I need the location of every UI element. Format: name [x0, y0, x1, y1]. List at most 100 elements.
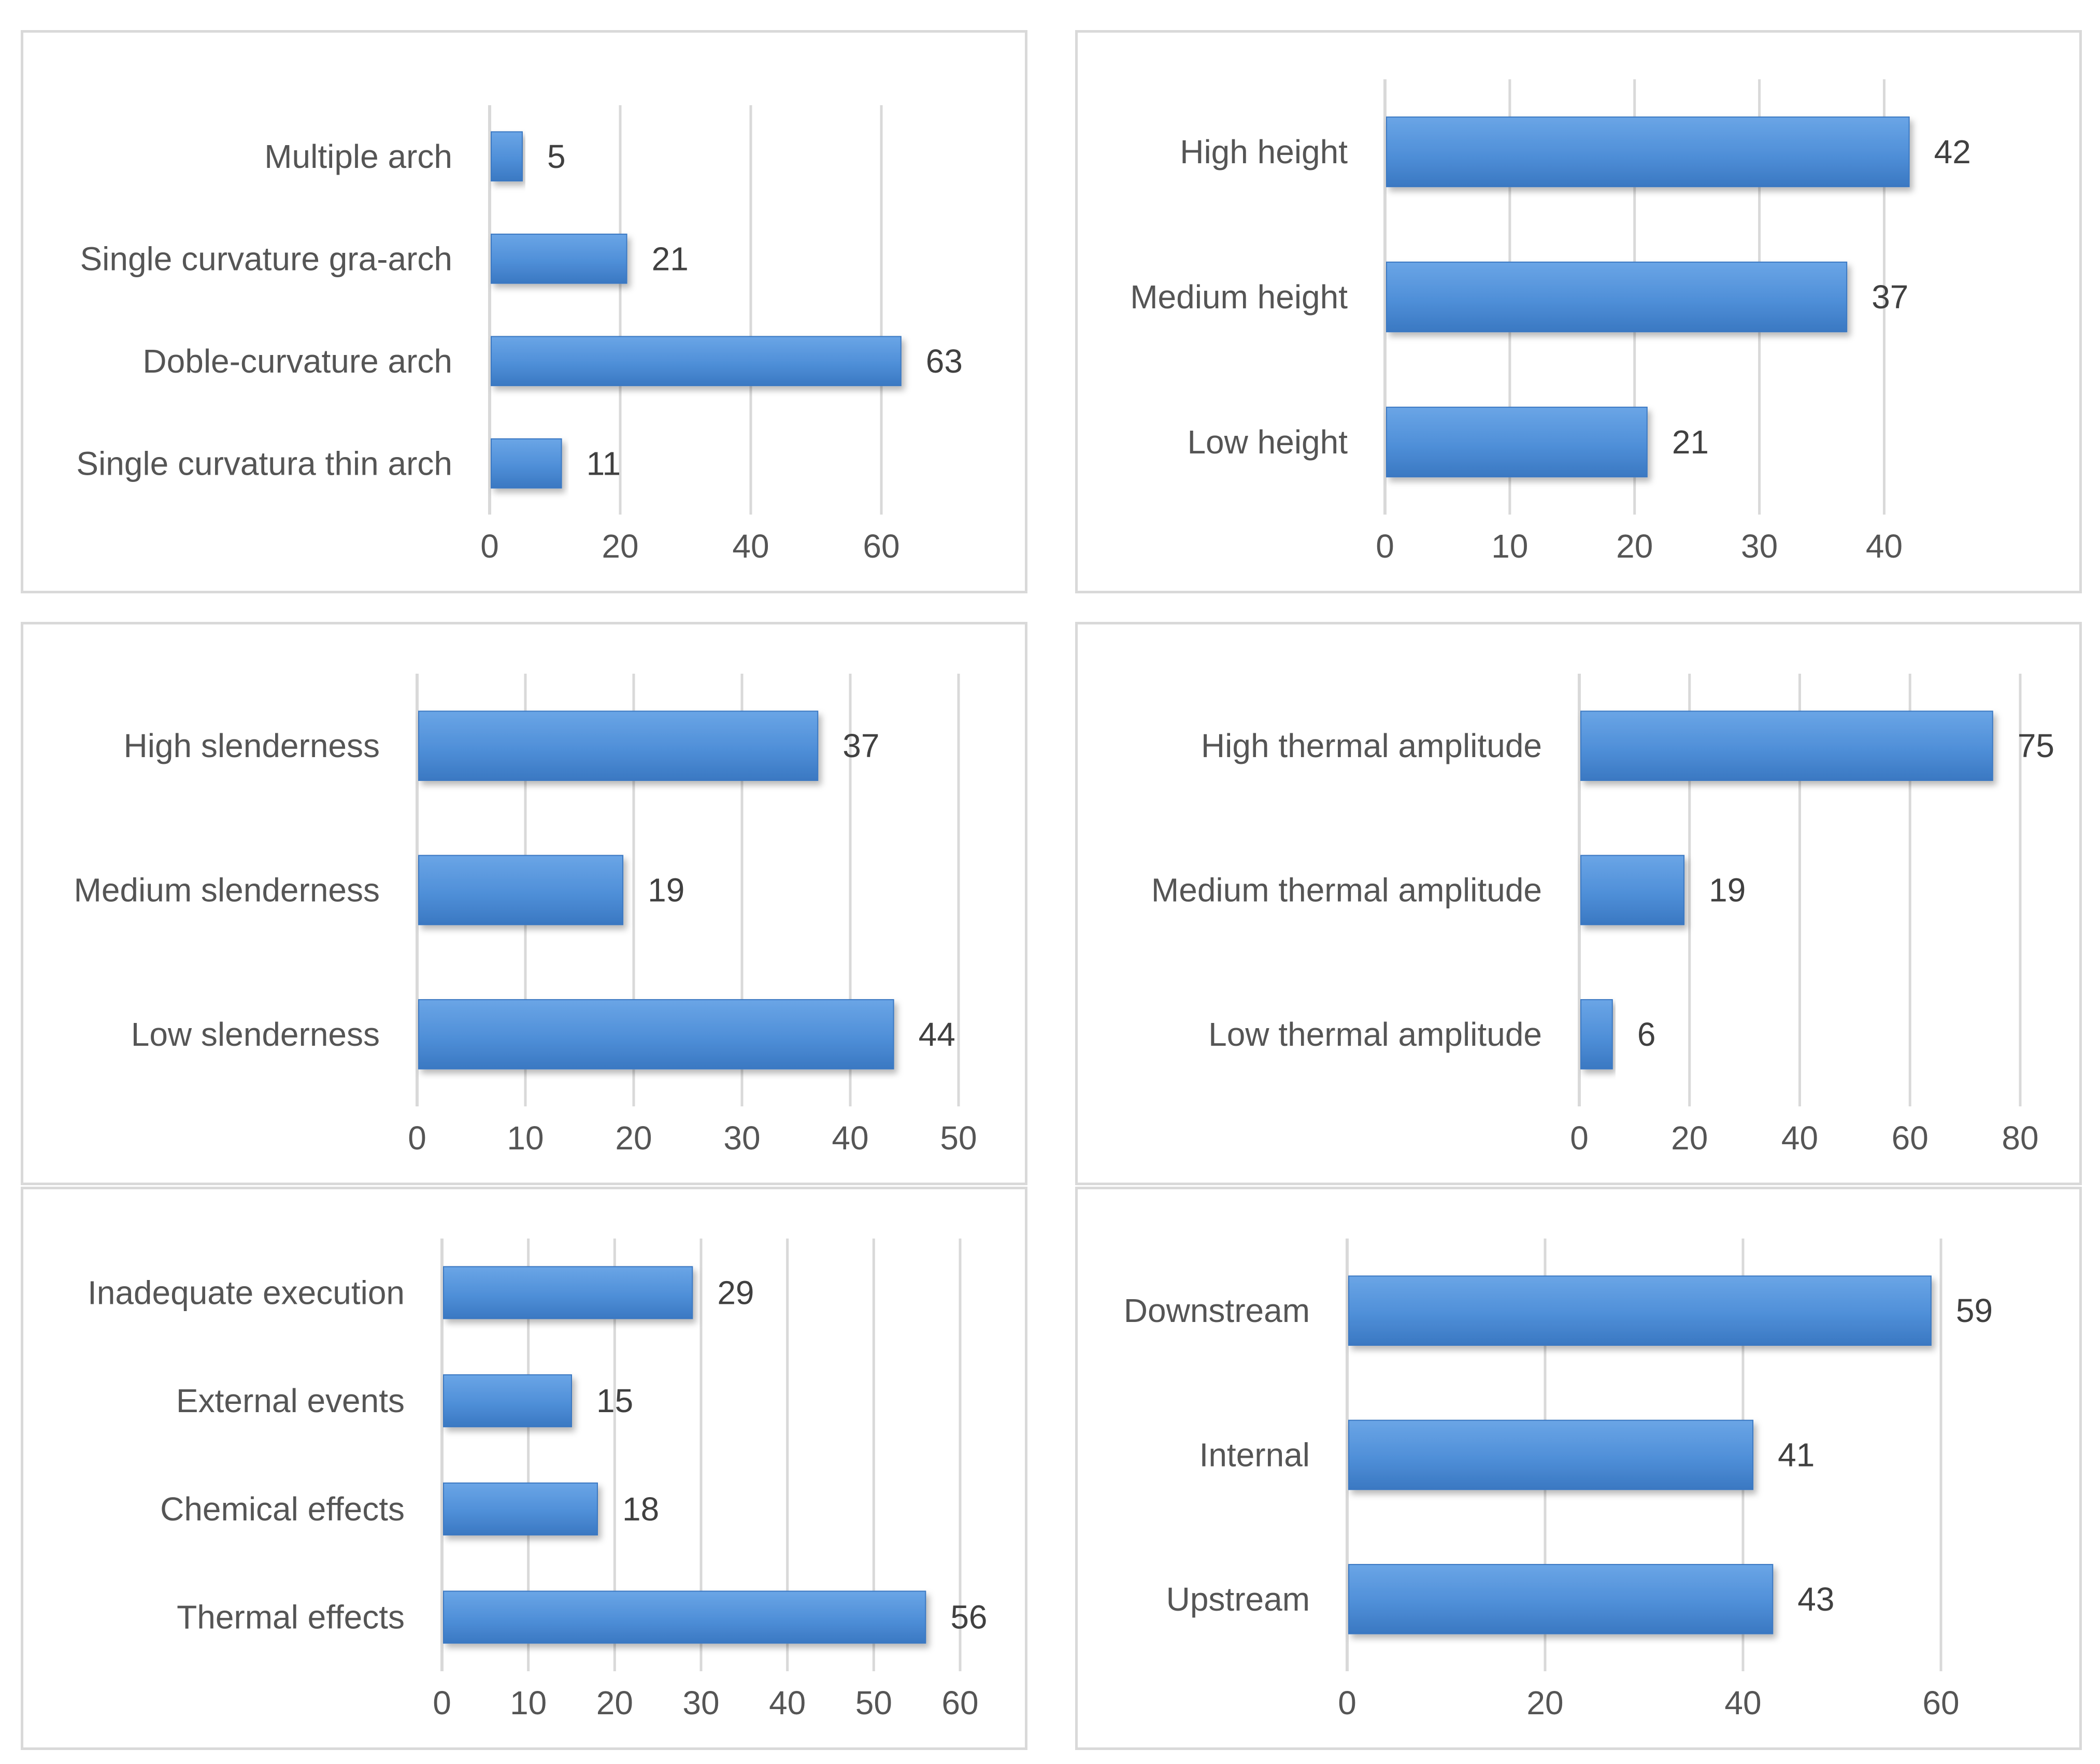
chart-panel-slenderness: 0 10 20 30 40 50 High slenderness 37 Medium slen…: [21, 622, 1027, 1185]
chart-arch-type: 0 20 40 60 Multiple arch 5 Single curvature gr…: [76, 105, 963, 565]
x-tick-label: 40: [769, 1684, 806, 1722]
x-tick-label: 10: [1491, 528, 1528, 565]
category-label: Single curvatura thin arch: [76, 445, 452, 482]
x-tick-label: 60: [941, 1684, 978, 1722]
bar: [443, 1374, 572, 1428]
bar: [1580, 855, 1685, 926]
category-label: Single curvature gra-arch: [80, 240, 452, 277]
data-label: 19: [648, 872, 684, 909]
chart-panel-thermal-amplitude: 0 20 40 60 80 High thermal amplitude 75 Medium …: [1075, 622, 2082, 1185]
bar: [491, 233, 627, 284]
chart-panel-causes: 0 10 20 30 40 50 60 Inadequate execution 29 Exter…: [21, 1187, 1027, 1750]
chart-causes: 0 10 20 30 40 50 60 Inadequate execution 29 Exter…: [88, 1239, 988, 1722]
data-label: 42: [1934, 133, 1971, 170]
category-label: Low thermal amplitude: [1208, 1016, 1542, 1053]
category-label: Low height: [1187, 423, 1348, 461]
x-tick-label: 40: [1724, 1684, 1761, 1722]
x-tick-label: 20: [1616, 528, 1653, 565]
data-label: 56: [950, 1599, 987, 1636]
chart-thermal-amplitude: 0 20 40 60 80 High thermal amplitude 75 Medium …: [1151, 674, 2054, 1157]
category-label: Inadequate execution: [88, 1274, 405, 1311]
chart-location: 0 20 40 60 Downstream 59 Internal 41 Upstream 43: [1124, 1239, 1993, 1722]
bar: [418, 855, 624, 926]
category-label: High height: [1180, 133, 1348, 170]
data-label: 37: [1872, 278, 1908, 316]
data-label: 21: [652, 240, 689, 277]
data-label: 21: [1672, 423, 1709, 461]
bar: [1386, 261, 1848, 333]
category-label: Medium height: [1130, 278, 1348, 316]
data-label: 5: [547, 138, 566, 175]
category-label: Upstream: [1166, 1581, 1310, 1618]
bar: [1348, 1564, 1774, 1634]
x-tick-label: 50: [855, 1684, 892, 1722]
bar: [418, 710, 819, 781]
chart-slenderness: 0 10 20 30 40 50 High slenderness 37 Medium slen…: [74, 674, 977, 1157]
chart-panel-location: 0 20 40 60 Downstream 59 Internal 41 Upstream 43: [1075, 1187, 2082, 1750]
data-label: 63: [926, 343, 963, 380]
data-label: 44: [919, 1016, 955, 1053]
category-label: Downstream: [1124, 1292, 1310, 1329]
x-tick-label: 20: [615, 1119, 652, 1157]
category-label: Medium slenderness: [74, 872, 380, 909]
x-tick-label: 0: [480, 528, 499, 565]
x-tick-label: 30: [723, 1119, 760, 1157]
bar: [491, 336, 902, 387]
bar: [1580, 999, 1613, 1070]
x-tick-label: 20: [1671, 1119, 1708, 1157]
category-label: Low slenderness: [131, 1016, 380, 1053]
x-tick-label: 50: [940, 1119, 977, 1157]
data-label: 59: [1956, 1292, 1993, 1329]
bar: [418, 999, 894, 1070]
data-label: 43: [1797, 1581, 1834, 1618]
x-tick-label: 30: [1741, 528, 1778, 565]
category-label: Chemical effects: [160, 1490, 405, 1528]
data-label: 18: [622, 1490, 659, 1528]
x-tick-label: 40: [1866, 528, 1903, 565]
data-label: 6: [1637, 1016, 1656, 1053]
x-tick-label: 0: [433, 1684, 451, 1722]
bar: [1580, 710, 1993, 781]
category-label: High slenderness: [124, 727, 380, 764]
x-tick-label: 10: [507, 1119, 544, 1157]
data-label: 11: [587, 445, 621, 482]
bar: [443, 1482, 598, 1535]
x-tick-label: 60: [1922, 1684, 1959, 1722]
x-tick-label: 40: [832, 1119, 868, 1157]
x-tick-label: 40: [1781, 1119, 1818, 1157]
x-tick-label: 60: [1892, 1119, 1928, 1157]
x-tick-label: 30: [682, 1684, 719, 1722]
category-label: Doble-curvature arch: [142, 343, 452, 380]
x-tick-label: 80: [2002, 1119, 2038, 1157]
x-tick-label: 0: [1338, 1684, 1356, 1722]
bar: [1348, 1419, 1754, 1490]
data-label: 29: [717, 1274, 754, 1311]
category-label: Multiple arch: [264, 138, 452, 175]
bar: [1386, 116, 1910, 188]
bar: [443, 1590, 926, 1644]
bar: [491, 438, 562, 489]
chart-height: 0 10 20 30 40 High height 42 Medium height 37 Low…: [1130, 79, 1971, 565]
x-tick-label: 20: [1526, 1684, 1563, 1722]
bar: [1348, 1275, 1932, 1346]
chart-panel-arch-type: 0 20 40 60 Multiple arch 5 Single curvature gr…: [21, 30, 1027, 593]
data-label: 37: [842, 727, 879, 764]
x-tick-label: 0: [408, 1119, 426, 1157]
data-label: 15: [596, 1382, 633, 1419]
x-tick-label: 0: [1376, 528, 1394, 565]
bar: [1386, 406, 1648, 478]
x-tick-label: 40: [732, 528, 769, 565]
category-label: High thermal amplitude: [1201, 727, 1542, 764]
x-tick-label: 60: [863, 528, 899, 565]
x-tick-label: 0: [1570, 1119, 1589, 1157]
data-label: 19: [1709, 872, 1746, 909]
bar: [491, 131, 523, 182]
chart-panel-height: 0 10 20 30 40 High height 42 Medium height 37 Low…: [1075, 30, 2082, 593]
bar: [443, 1266, 693, 1319]
category-label: Medium thermal amplitude: [1151, 872, 1542, 909]
category-label: External events: [176, 1382, 405, 1419]
data-label: 41: [1778, 1436, 1815, 1474]
category-label: Thermal effects: [177, 1599, 405, 1636]
x-tick-label: 10: [510, 1684, 547, 1722]
data-label: 75: [2018, 727, 2054, 764]
